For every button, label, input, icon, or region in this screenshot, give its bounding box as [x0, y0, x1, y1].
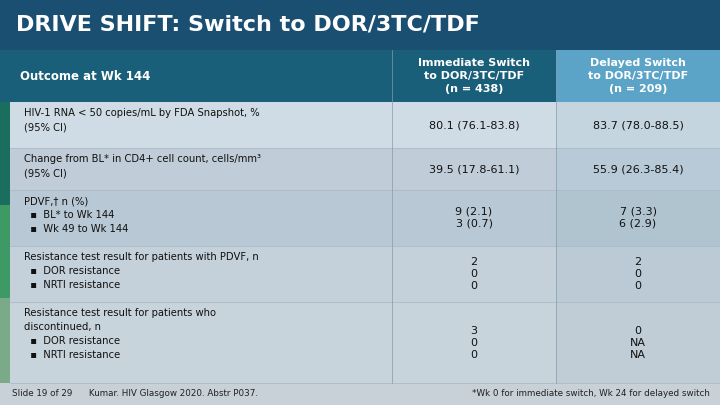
Text: 6 (2.9): 6 (2.9)	[619, 219, 657, 229]
Text: Change from BL* in CD4+ cell count, cells/mm³
(95% CI): Change from BL* in CD4+ cell count, cell…	[24, 154, 261, 178]
Text: HIV-1 RNA < 50 copies/mL by FDA Snapshot, %
(95% CI): HIV-1 RNA < 50 copies/mL by FDA Snapshot…	[24, 108, 260, 132]
Text: 55.9 (26.3-85.4): 55.9 (26.3-85.4)	[593, 164, 683, 174]
Text: Immediate Switch
to DOR/3TC/TDF
(n = 438): Immediate Switch to DOR/3TC/TDF (n = 438…	[418, 58, 530, 94]
Bar	[0, 298, 10, 383]
Bar	[10, 148, 556, 190]
Text: 0: 0	[470, 269, 477, 279]
Bar	[556, 50, 720, 102]
Text: 39.5 (17.8-61.1): 39.5 (17.8-61.1)	[428, 164, 519, 174]
Bar	[556, 190, 720, 246]
Text: 0: 0	[634, 326, 642, 335]
Bar	[0, 205, 10, 298]
Bar	[10, 302, 556, 383]
Text: 83.7 (78.0-88.5): 83.7 (78.0-88.5)	[593, 120, 683, 130]
Bar	[0, 383, 720, 405]
Bar	[556, 102, 720, 148]
Text: 0: 0	[634, 281, 642, 291]
Text: Slide 19 of 29      Kumar. HIV Glasgow 2020. Abstr P037.: Slide 19 of 29 Kumar. HIV Glasgow 2020. …	[12, 390, 258, 399]
Text: 3: 3	[470, 326, 477, 335]
Text: 3 (0.7): 3 (0.7)	[456, 219, 492, 229]
Text: 80.1 (76.1-83.8): 80.1 (76.1-83.8)	[428, 120, 519, 130]
Bar	[556, 246, 720, 302]
Text: Resistance test result for patients with PDVF, n
  ▪  DOR resistance
  ▪  NRTI r: Resistance test result for patients with…	[24, 252, 258, 290]
Text: 0: 0	[470, 337, 477, 347]
Text: 7 (3.3): 7 (3.3)	[619, 207, 657, 217]
Bar	[0, 0, 720, 50]
Text: Resistance test result for patients who
discontinued, n
  ▪  DOR resistance
  ▪ : Resistance test result for patients who …	[24, 308, 216, 360]
Text: *Wk 0 for immediate switch, Wk 24 for delayed switch: *Wk 0 for immediate switch, Wk 24 for de…	[472, 390, 710, 399]
Text: 9 (2.1): 9 (2.1)	[456, 207, 492, 217]
Bar	[0, 0, 10, 50]
Text: Delayed Switch
to DOR/3TC/TDF
(n = 209): Delayed Switch to DOR/3TC/TDF (n = 209)	[588, 58, 688, 94]
Bar	[10, 50, 556, 102]
Text: 0: 0	[470, 350, 477, 360]
Text: 2: 2	[634, 257, 642, 267]
Bar	[10, 102, 556, 148]
Bar	[556, 148, 720, 190]
Text: 2: 2	[470, 257, 477, 267]
Text: 0: 0	[470, 281, 477, 291]
Text: Outcome at Wk 144: Outcome at Wk 144	[20, 70, 150, 83]
Text: NA: NA	[630, 337, 646, 347]
Bar	[556, 302, 720, 383]
Text: NA: NA	[630, 350, 646, 360]
Bar	[10, 246, 556, 302]
Bar	[0, 102, 10, 205]
Bar	[0, 50, 10, 102]
Text: PDVF,† n (%)
  ▪  BL* to Wk 144
  ▪  Wk 49 to Wk 144: PDVF,† n (%) ▪ BL* to Wk 144 ▪ Wk 49 to …	[24, 196, 128, 234]
Text: DRIVE SHIFT: Switch to DOR/3TC/TDF: DRIVE SHIFT: Switch to DOR/3TC/TDF	[16, 15, 480, 35]
Text: 0: 0	[634, 269, 642, 279]
Bar	[10, 190, 556, 246]
